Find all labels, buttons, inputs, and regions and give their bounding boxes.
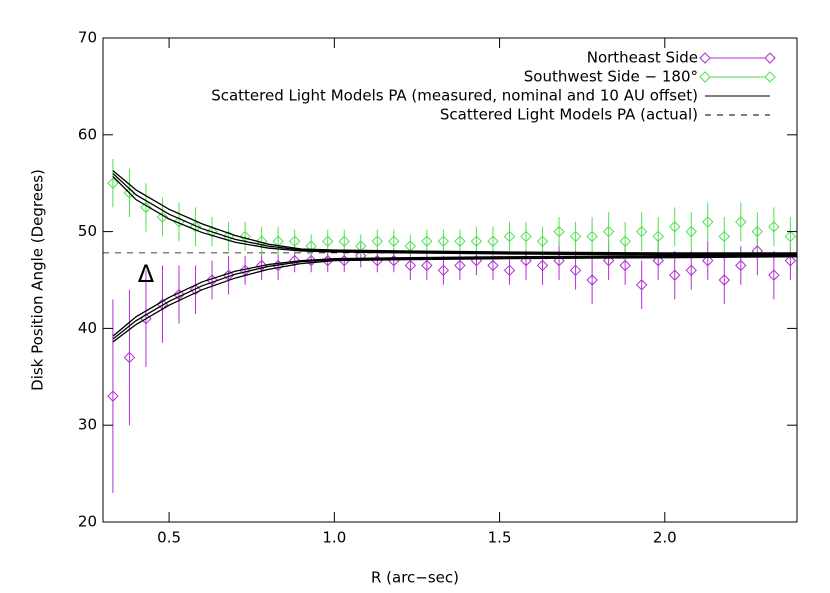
data-point (619, 235, 631, 247)
data-point (685, 264, 697, 277)
data-point (735, 216, 747, 228)
data-point (437, 264, 450, 277)
data-point (669, 221, 681, 233)
data-point (421, 235, 433, 247)
data-point (768, 221, 780, 233)
legend-marker (764, 52, 776, 64)
data-point (784, 254, 797, 267)
data-point (338, 235, 350, 247)
data-point (586, 230, 598, 243)
data-point (454, 259, 466, 272)
data-point (388, 235, 400, 247)
legend-marker (699, 71, 711, 83)
model-curve (112, 170, 797, 254)
y-tick-label: 50 (78, 222, 97, 240)
x-tick-label: 2.0 (653, 529, 677, 547)
data-point (669, 269, 681, 281)
x-tick-label: 1.0 (322, 529, 346, 547)
y-tick-label: 60 (78, 125, 97, 143)
data-point (718, 230, 731, 243)
data-point (702, 216, 714, 228)
x-axis-label: R (arc−sec) (371, 569, 459, 587)
data-point (288, 235, 301, 247)
data-point (140, 201, 152, 214)
data-point (123, 351, 136, 364)
legend-label: Northeast Side (587, 49, 698, 67)
y-tick-label: 20 (78, 513, 97, 531)
data-point (371, 235, 384, 247)
data-point (735, 259, 747, 272)
annotation: Δ (138, 260, 155, 288)
data-point (470, 235, 483, 247)
data-point (437, 235, 450, 247)
data-point (784, 230, 797, 243)
data-point (569, 230, 582, 243)
legend-marker (764, 71, 776, 83)
data-point (685, 225, 697, 238)
data-point (288, 254, 301, 267)
data-point (619, 259, 631, 272)
data-point (189, 221, 202, 233)
plot-frame (102, 37, 798, 523)
data-point (173, 288, 185, 301)
data-point (487, 259, 499, 272)
data-point (107, 390, 119, 402)
model-curve (112, 255, 798, 340)
data-point (635, 225, 648, 238)
y-tick-label: 70 (78, 29, 97, 47)
model-curve (112, 254, 798, 337)
x-tick-label: 0.5 (157, 529, 181, 547)
model-curve (112, 175, 797, 256)
data-point (454, 235, 466, 247)
data-point (487, 235, 499, 247)
data-point (718, 274, 731, 286)
data-point (751, 225, 764, 238)
data-point (768, 269, 780, 281)
data-point (602, 225, 615, 238)
data-point (553, 225, 565, 238)
data-point (322, 235, 334, 247)
data-point (702, 254, 714, 267)
legend-marker (699, 52, 711, 64)
data-point (107, 177, 119, 189)
data-point (305, 254, 317, 267)
data-point (602, 254, 615, 267)
y-tick-label: 40 (78, 319, 97, 337)
data-point (520, 230, 532, 243)
model-curve (112, 256, 798, 343)
legend-label: Scattered Light Models PA (actual) (440, 106, 698, 124)
y-tick-label: 30 (78, 416, 97, 434)
data-point (156, 211, 169, 223)
model-curve (112, 173, 797, 255)
data-point (536, 259, 549, 272)
data-point (421, 259, 433, 272)
legend-label: Southwest Side − 180° (524, 68, 698, 86)
x-tick-label: 1.5 (488, 529, 512, 547)
y-axis-label: Disk Position Angle (Degrees) (29, 169, 47, 391)
legend-label: Scattered Light Models PA (measured, nom… (211, 87, 698, 105)
data-point (536, 235, 549, 247)
data-point (206, 225, 218, 238)
data-point (652, 254, 664, 267)
data-point (652, 230, 664, 243)
data-point (503, 264, 516, 277)
data-point (503, 230, 516, 243)
data-point (586, 274, 598, 286)
data-point (404, 259, 417, 272)
data-point (569, 264, 582, 277)
data-point (635, 279, 648, 291)
